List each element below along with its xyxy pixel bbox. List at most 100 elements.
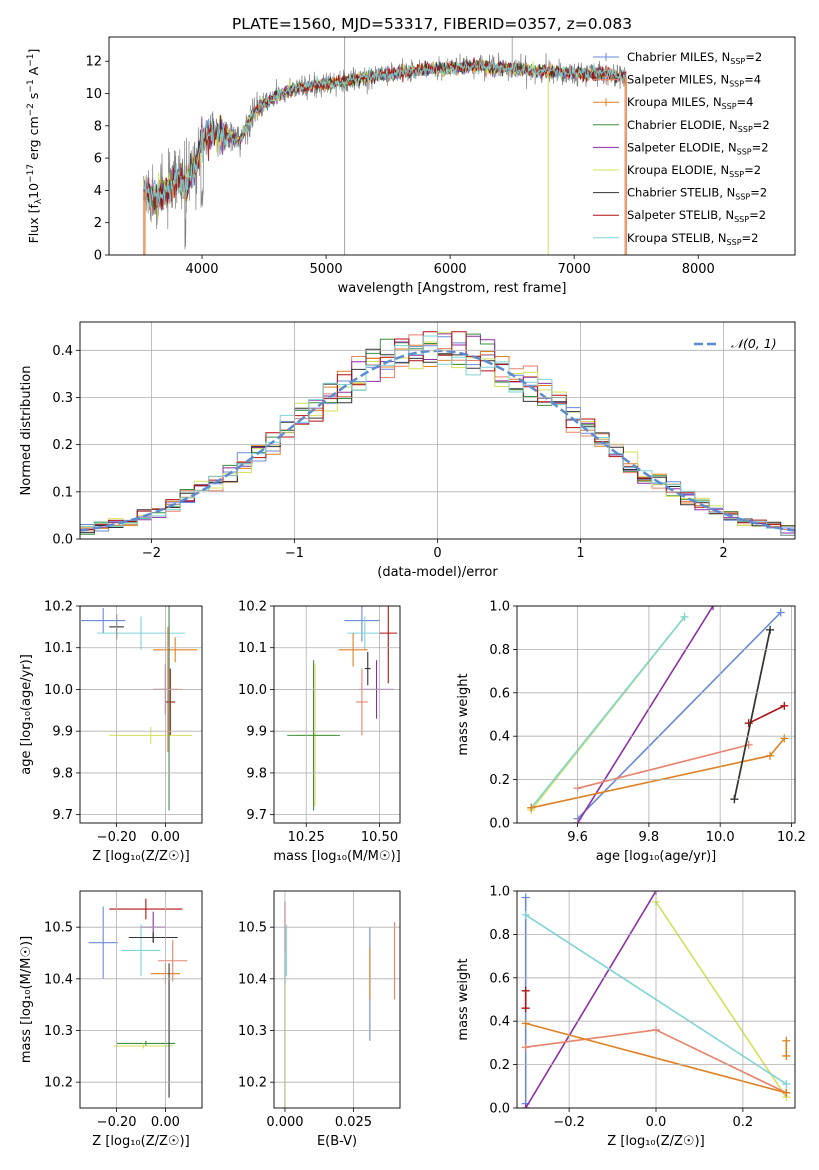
x-tick-label: 2 xyxy=(719,546,727,561)
y-tick-label: 10.2 xyxy=(238,1076,267,1091)
legend-nssp: =2 xyxy=(749,208,766,222)
y-tick-label: 9.7 xyxy=(52,808,73,823)
y-tick-label: 0 xyxy=(94,249,102,264)
weight-line-0 xyxy=(577,611,782,820)
y-tick-label: 1.0 xyxy=(489,600,510,615)
y-tick-label: 0.2 xyxy=(489,773,510,788)
errorbar-point xyxy=(347,616,383,650)
errorbar-point xyxy=(114,1043,173,1049)
y-tick-label: 10.2 xyxy=(44,1076,73,1091)
x-tick-label: 0.000 xyxy=(266,1115,303,1130)
weight-marker xyxy=(521,893,530,902)
weight-marker xyxy=(709,606,718,610)
y-label-part: λ xyxy=(34,198,44,204)
x-tick-label: 0 xyxy=(433,546,441,561)
y-label-part: Flux [f xyxy=(26,204,41,244)
y-tick-label: 0.4 xyxy=(489,730,510,745)
errorbar-point xyxy=(109,898,183,920)
plot-area-age_vs_mass xyxy=(287,606,398,811)
x-tick-label: 10.0 xyxy=(706,830,735,845)
x-tick-label: −0.20 xyxy=(97,830,137,845)
y-tick-label: 10.3 xyxy=(238,1024,267,1039)
y-label-part: 10 xyxy=(26,183,41,199)
x-axis-label: Z [log₁₀(Z/Z☉)] xyxy=(92,1134,189,1149)
legend-entry: Chabrier STELIB, NSSP=2 xyxy=(627,186,767,202)
observed-spectrum xyxy=(143,52,627,250)
y-axis-label: Normed distribution xyxy=(19,366,34,496)
x-axis-label: E(B-V) xyxy=(317,1134,357,1149)
x-tick-label: 4000 xyxy=(185,262,218,277)
errorbar-point xyxy=(356,668,368,736)
legend-nssp: =4 xyxy=(737,95,754,109)
legend-nssp: =2 xyxy=(745,50,762,64)
errorbar-point xyxy=(344,606,380,642)
axes-frame xyxy=(273,605,401,824)
y-tick-label: 0.2 xyxy=(52,438,73,453)
axes-age_vs_mass: 10.25 10.50 9.7 9.8 9.9 10.0 10.1 10.2 mass [log… xyxy=(238,600,401,865)
x-tick-label: 10.2 xyxy=(777,830,806,845)
weight-line-1 xyxy=(525,891,657,1108)
weight-marker xyxy=(521,1019,530,1028)
x-tick-label: 6000 xyxy=(434,262,467,277)
y-tick-label: 9.9 xyxy=(246,725,267,740)
y-label-part: A xyxy=(26,66,41,79)
weight-marker xyxy=(776,608,785,617)
axes-frame xyxy=(273,890,401,1109)
axes-spectrum: 4000 5000 6000 7000 8000 0 2 4 6 8 10 12 wavelength … xyxy=(85,36,796,296)
y-tick-label: 0.6 xyxy=(489,971,510,986)
weight-marker xyxy=(521,1004,530,1013)
errorbar-point xyxy=(97,616,185,650)
errorbar-point xyxy=(287,660,340,811)
axes-age_vs_Z: −0.20 0.00 9.7 9.8 9.9 10.0 10.1 10.2 Z [log₁₀(Z… xyxy=(19,600,203,864)
errorbar-point xyxy=(109,727,193,744)
x-tick-label: 10.25 xyxy=(288,830,325,845)
axes-frame xyxy=(79,321,796,540)
legend-sub: SSP xyxy=(729,80,744,89)
legend-sub: SSP xyxy=(735,193,750,202)
x-tick-label: 0.025 xyxy=(335,1115,372,1130)
weight-marker xyxy=(782,1051,791,1060)
weight-line-2 xyxy=(655,901,787,1098)
errorbar-point xyxy=(167,606,171,811)
y-tick-label: 10.1 xyxy=(44,641,73,656)
weight-marker xyxy=(527,803,536,812)
plot-area-age_vs_Z xyxy=(81,606,198,811)
y-tick-label: 10 xyxy=(85,87,102,102)
legend-sub: SSP xyxy=(737,147,752,156)
plot-area-mass_vs_ebv xyxy=(284,901,396,1108)
y-tick-label: 12 xyxy=(85,55,102,70)
legend-entry: Kroupa STELIB, NSSP=2 xyxy=(627,231,758,247)
y-tick-label: 10.4 xyxy=(44,972,73,987)
legend-name: Kroupa MILES, N xyxy=(627,95,722,109)
legend-entry: Kroupa ELODIE, NSSP=2 xyxy=(627,163,761,179)
x-tick-label: −1 xyxy=(285,546,304,561)
x-axis-label: age [log₁₀(age/yr)] xyxy=(596,849,717,864)
weight-marker xyxy=(782,1036,791,1045)
x-tick-label: −0.2 xyxy=(553,1115,585,1130)
y-tick-label: 10.0 xyxy=(44,683,73,698)
weight-marker xyxy=(782,1088,791,1097)
errorbar-point xyxy=(153,637,198,663)
y-tick-label: 10.4 xyxy=(238,972,267,987)
y-tick-label: 0.4 xyxy=(52,344,73,359)
legend-entry: Chabrier ELODIE, NSSP=2 xyxy=(627,118,770,134)
weight-marker xyxy=(780,734,789,743)
errorbar-point xyxy=(364,651,371,686)
x-tick-label: 9.8 xyxy=(639,830,660,845)
y-tick-label: 9.8 xyxy=(246,766,267,781)
legend-entry: Salpeter STELIB, NSSP=2 xyxy=(627,208,766,224)
weight-marker xyxy=(744,719,753,728)
x-tick-label: 0.00 xyxy=(151,830,180,845)
legend-sub: SSP xyxy=(727,238,742,247)
weight-marker xyxy=(521,1104,530,1108)
weight-marker xyxy=(521,910,530,919)
y-label-part: −1 xyxy=(26,54,36,67)
legend-sub: SSP xyxy=(734,215,749,224)
axes-frame xyxy=(79,605,203,824)
y-label-part: erg cm xyxy=(26,116,41,164)
y-tick-label: 1.0 xyxy=(489,885,510,900)
weight-line-8 xyxy=(733,629,771,800)
legend-entry: Salpeter MILES, NSSP=4 xyxy=(627,73,761,89)
y-tick-label: 0.8 xyxy=(489,928,510,943)
legend-sub: SSP xyxy=(730,57,745,66)
